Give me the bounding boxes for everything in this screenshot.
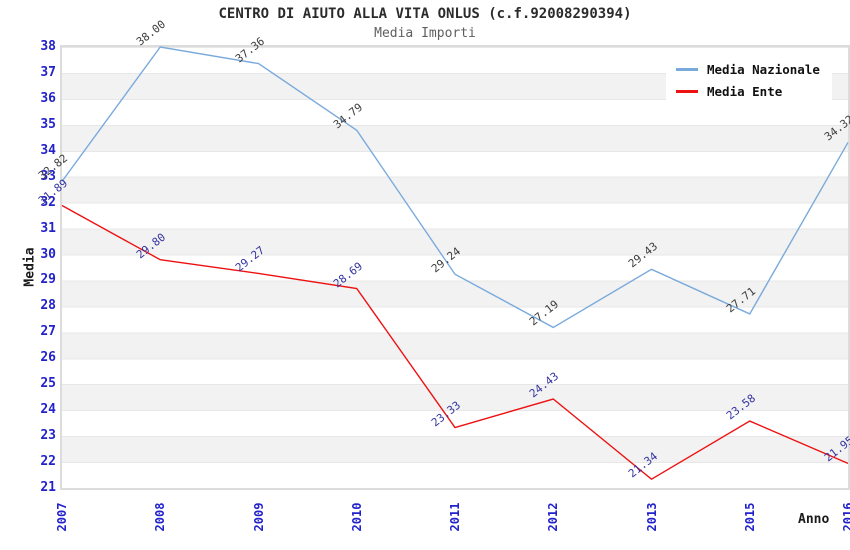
line-series-svg (61, 46, 849, 481)
legend-item-media-nazionale: Media Nazionale (676, 62, 820, 77)
chart-title: CENTRO DI AIUTO ALLA VITA ONLUS (c.f.920… (218, 6, 632, 22)
x-axis-title: Anno (798, 512, 830, 527)
x-tick-label-2011: 2011 (448, 502, 462, 532)
x-tick-label-2016: 2016 (841, 502, 850, 532)
y-tick-label-28: 28 (40, 298, 56, 314)
x-tick-label-2007: 2007 (55, 502, 69, 532)
y-tick-label-23: 23 (40, 428, 56, 444)
series-line-media-ente (61, 204, 849, 481)
y-tick-label-36: 36 (40, 90, 56, 106)
y-tick-label-29: 29 (40, 272, 56, 288)
y-tick-label-25: 25 (40, 376, 56, 392)
y-tick-label-37: 37 (40, 64, 56, 80)
y-tick-label-27: 27 (40, 324, 56, 340)
legend-swatch-nazionale-icon (676, 68, 698, 71)
y-tick-label-32: 32 (40, 194, 56, 210)
y-tick-label-31: 31 (40, 220, 56, 236)
legend-item-media-ente: Media Ente (676, 84, 820, 99)
legend-swatch-ente-icon (676, 90, 698, 93)
legend-label-ente: Media Ente (707, 84, 783, 99)
x-tick-label-2008: 2008 (153, 502, 168, 532)
y-tick-label-34: 34 (40, 142, 56, 158)
y-tick-label-21: 21 (40, 480, 56, 495)
plot-area (60, 45, 850, 490)
series-line-media-nazionale (61, 46, 849, 329)
y-tick-label-22: 22 (40, 454, 56, 470)
chart-subtitle: Media Importi (374, 26, 476, 41)
y-tick-label-24: 24 (40, 402, 56, 418)
legend: Media Nazionale Media Ente (666, 55, 832, 106)
x-tick-label-2010: 2010 (349, 502, 364, 532)
y-tick-label-38: 38 (40, 39, 56, 54)
legend-label-nazionale: Media Nazionale (707, 62, 820, 77)
x-tick-label-2012: 2012 (546, 502, 561, 532)
y-tick-label-33: 33 (40, 168, 56, 184)
y-tick-label-35: 35 (40, 116, 56, 132)
y-axis-title: Media (22, 247, 38, 287)
x-tick-label-2015: 2015 (742, 502, 757, 532)
y-tick-label-26: 26 (40, 350, 56, 366)
y-tick-label-30: 30 (40, 246, 56, 262)
x-tick-label-2013: 2013 (644, 502, 659, 532)
x-tick-label-2009: 2009 (251, 502, 266, 532)
